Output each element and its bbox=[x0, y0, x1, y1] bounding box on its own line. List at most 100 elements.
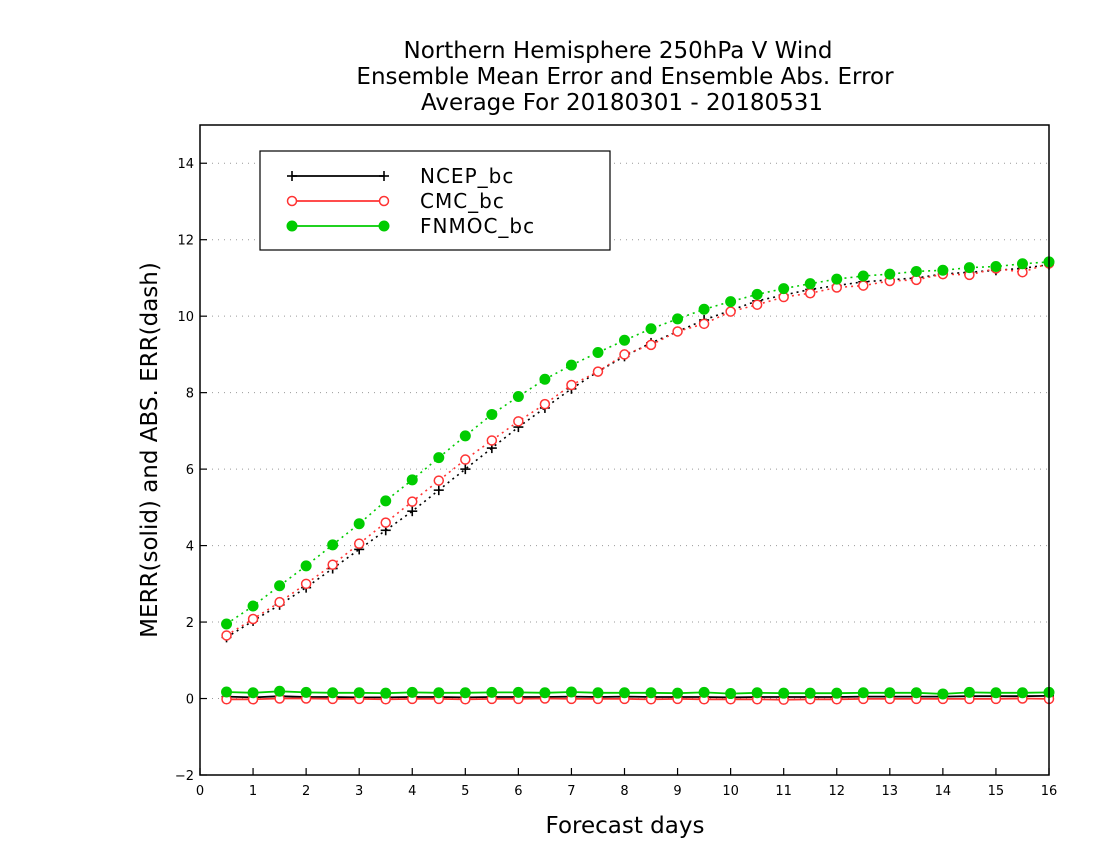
abs-err-point bbox=[459, 430, 471, 442]
x-tick-label: 6 bbox=[514, 784, 522, 799]
y-tick-label: 14 bbox=[177, 157, 194, 172]
abs-err-point bbox=[725, 306, 736, 317]
legend-entry: NCEP_bc bbox=[287, 164, 514, 188]
abs-err-point bbox=[380, 495, 392, 507]
merr-point bbox=[1016, 687, 1028, 699]
abs-err-point bbox=[619, 334, 630, 346]
abs-err-point bbox=[619, 349, 630, 360]
y-tick-label: 6 bbox=[186, 463, 194, 478]
abs-err-point bbox=[566, 379, 577, 391]
legend-label: NCEP_bc bbox=[420, 164, 514, 188]
merr-point bbox=[327, 687, 339, 699]
abs-err-point bbox=[804, 278, 816, 290]
x-tick-label: 13 bbox=[882, 784, 899, 799]
merr-point bbox=[459, 687, 471, 699]
merr-point bbox=[565, 686, 577, 698]
merr-point bbox=[300, 686, 312, 698]
legend-marker bbox=[287, 171, 297, 181]
abs-err-point bbox=[486, 435, 498, 446]
x-tick-label: 0 bbox=[196, 784, 204, 799]
abs-err-point bbox=[512, 390, 524, 402]
abs-err-point bbox=[247, 600, 259, 612]
merr-line bbox=[226, 697, 1050, 701]
abs-err-point bbox=[725, 296, 737, 308]
merr-point bbox=[619, 687, 630, 699]
abs-err-point bbox=[221, 630, 232, 641]
y-tick-label: 8 bbox=[186, 387, 194, 402]
abs-err-point bbox=[486, 408, 498, 420]
chart-title: Northern Hemisphere 250hPa V Wind Ensemb… bbox=[356, 38, 894, 116]
merr-point bbox=[725, 688, 737, 700]
x-tick-label: 10 bbox=[722, 784, 739, 799]
merr-line bbox=[226, 695, 1050, 699]
abs-err-point bbox=[751, 288, 763, 300]
x-axis-label: Forecast days bbox=[546, 813, 705, 839]
merr-point bbox=[698, 686, 710, 698]
merr-point bbox=[512, 686, 524, 698]
abs-err-point bbox=[433, 475, 445, 486]
y-tick-label: 10 bbox=[177, 310, 194, 325]
merr-line bbox=[226, 690, 1050, 695]
y-tick-label: 12 bbox=[177, 234, 194, 249]
y-tick-label: −2 bbox=[175, 769, 194, 784]
abs-err-point bbox=[221, 618, 233, 630]
abs-err-point bbox=[858, 280, 869, 291]
abs-err-point bbox=[247, 613, 259, 625]
abs-err-point bbox=[565, 359, 577, 371]
abs-err-point bbox=[937, 264, 949, 276]
abs-err-point bbox=[539, 373, 551, 385]
merr-point bbox=[884, 687, 896, 699]
abs-err-line bbox=[226, 261, 1050, 625]
merr-point bbox=[645, 687, 657, 699]
abs-err-point bbox=[698, 318, 710, 330]
merr-point bbox=[778, 687, 790, 699]
x-tick-label: 11 bbox=[775, 784, 792, 799]
y-tick-label: 0 bbox=[186, 693, 194, 708]
abs-err-point bbox=[831, 273, 843, 285]
abs-err-line bbox=[226, 262, 1050, 637]
x-tick-label: 16 bbox=[1041, 784, 1058, 799]
abs-err-point bbox=[751, 299, 763, 310]
abs-err-point bbox=[353, 538, 365, 549]
abs-err-point bbox=[300, 578, 312, 590]
merr-point bbox=[274, 685, 286, 697]
legend-marker bbox=[378, 195, 390, 207]
abs-err-line bbox=[226, 263, 1050, 639]
merr-point bbox=[804, 687, 816, 699]
legend-label: FNMOC_bc bbox=[420, 214, 535, 238]
legend-label: CMC_bc bbox=[420, 189, 505, 213]
abs-err-point bbox=[274, 596, 285, 608]
abs-err-point bbox=[963, 262, 975, 274]
abs-err-point bbox=[857, 270, 869, 282]
merr-point bbox=[539, 687, 551, 699]
merr-point bbox=[353, 687, 365, 699]
abs-err-point bbox=[407, 506, 418, 517]
abs-err-point bbox=[460, 464, 471, 475]
abs-err-point bbox=[433, 485, 444, 496]
merr-point bbox=[433, 687, 445, 699]
legend-marker bbox=[379, 171, 389, 181]
abs-err-point bbox=[407, 496, 418, 507]
merr-point bbox=[672, 687, 684, 699]
abs-err-point bbox=[327, 559, 338, 570]
series-layer bbox=[221, 256, 1055, 705]
abs-err-point bbox=[513, 416, 524, 427]
merr-point bbox=[831, 687, 843, 699]
merr-point bbox=[406, 686, 418, 698]
x-tick-label: 1 bbox=[249, 784, 257, 799]
x-tick-label: 9 bbox=[673, 784, 681, 799]
chart-title-line-1: Northern Hemisphere 250hPa V Wind bbox=[404, 38, 833, 64]
abs-err-point bbox=[698, 303, 710, 315]
x-tick-label: 12 bbox=[828, 784, 845, 799]
abs-err-point bbox=[592, 366, 604, 377]
x-tick-label: 3 bbox=[355, 784, 363, 799]
abs-err-point bbox=[592, 347, 604, 358]
merr-point bbox=[963, 686, 975, 698]
abs-err-point bbox=[300, 560, 312, 572]
merr-point bbox=[751, 687, 763, 699]
abs-err-point bbox=[990, 260, 1002, 272]
merr-point bbox=[380, 687, 392, 699]
x-tick-label: 5 bbox=[461, 784, 469, 799]
